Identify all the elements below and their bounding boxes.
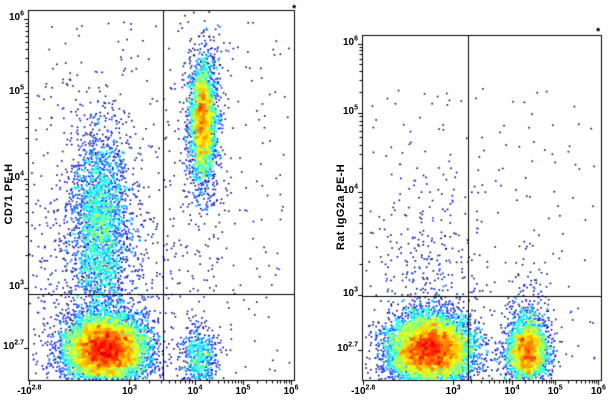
x-tick-label: 103 <box>121 384 137 397</box>
x-tick-label: 104 <box>187 384 203 397</box>
y-tick-label: 102.7 <box>337 341 358 354</box>
y-tick-label: 103 <box>342 286 358 299</box>
y-tick-label: 104 <box>342 184 358 197</box>
right-plot-y-axis-label: Rat IgG2a PE-H <box>335 163 347 251</box>
x-tick-label: -102.8 <box>351 384 376 397</box>
y-tick-label: 103 <box>8 279 24 293</box>
x-tick-label: 106 <box>283 384 299 397</box>
x-tick-label: 105 <box>235 384 251 397</box>
y-tick-label: 106 <box>8 10 24 24</box>
y-tick-label: 106 <box>342 35 358 48</box>
x-tick-label: 106 <box>590 384 606 397</box>
x-tick-label: 105 <box>547 384 563 397</box>
y-tick-label: 102.7 <box>3 339 24 352</box>
left-plot-y-axis-label: CD71 PE-H <box>3 163 15 225</box>
left-plot-asterisk-annotation: * <box>292 3 297 15</box>
x-tick-label: 104 <box>504 384 520 397</box>
y-tick-label: 105 <box>8 85 24 98</box>
x-tick-label: -102.8 <box>17 384 42 397</box>
y-tick-label: 105 <box>342 104 358 117</box>
right-plot-asterisk-annotation: * <box>596 26 601 38</box>
y-tick-label: 104 <box>8 170 24 183</box>
x-tick-label: 103 <box>445 384 461 397</box>
